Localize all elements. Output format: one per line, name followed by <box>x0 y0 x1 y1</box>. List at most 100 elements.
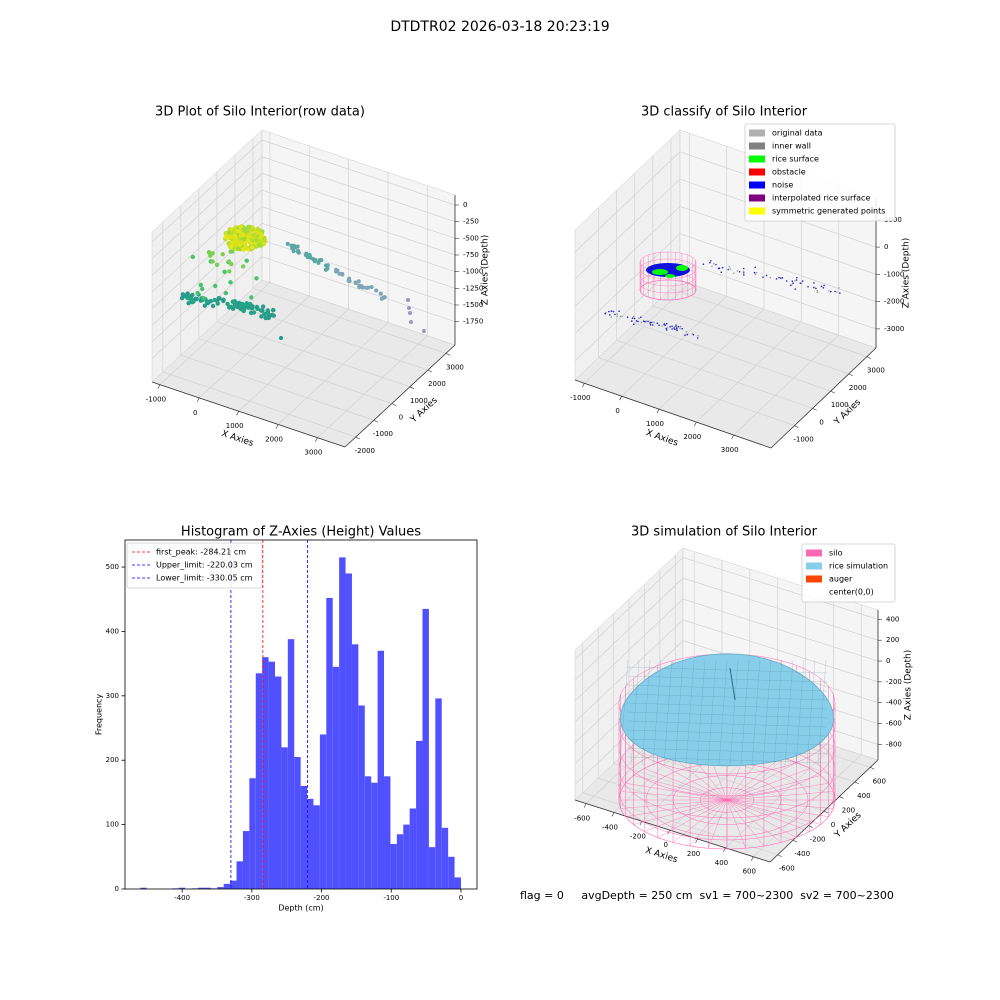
point <box>632 315 635 318</box>
legend-swatch <box>749 168 765 176</box>
z-grid-line <box>151 139 456 243</box>
x-axis <box>574 379 772 449</box>
point <box>229 234 235 239</box>
z-tick-label: -200 <box>886 678 902 686</box>
point <box>202 303 207 308</box>
point <box>374 288 379 293</box>
point <box>226 241 231 246</box>
point <box>673 327 675 329</box>
point <box>738 271 741 273</box>
y-tick-mark <box>870 767 875 770</box>
point <box>640 316 642 319</box>
point <box>631 317 634 319</box>
silo-wire <box>726 799 829 817</box>
point <box>227 269 232 274</box>
y-tick-label: 200 <box>106 756 119 764</box>
point <box>640 321 643 324</box>
point <box>194 296 199 302</box>
annotation: flag = 0 avgDepth = 250 cm sv1 = 700~230… <box>520 889 894 902</box>
point <box>720 271 723 274</box>
bar <box>178 887 186 889</box>
point <box>220 252 225 257</box>
point <box>635 320 638 322</box>
bar <box>351 644 359 889</box>
x-axis <box>151 381 346 448</box>
bar <box>230 880 237 889</box>
point <box>729 268 732 270</box>
x-grid-line <box>238 159 350 412</box>
point <box>677 325 680 328</box>
point <box>378 291 383 296</box>
point <box>204 299 210 304</box>
point <box>245 233 250 239</box>
rice-mesh <box>626 702 828 710</box>
point <box>778 276 780 279</box>
point <box>240 232 246 238</box>
legend-swatch <box>749 155 765 163</box>
bar <box>140 887 147 889</box>
point <box>225 301 230 307</box>
x-tick-label: -200 <box>630 832 646 840</box>
point <box>259 314 264 319</box>
z-tick-label: 200 <box>886 636 899 644</box>
x-tick-label: 1000 <box>226 422 244 430</box>
point <box>649 324 652 326</box>
point <box>669 326 671 328</box>
silo-wire <box>657 762 728 801</box>
y-tick-label: 2000 <box>849 384 867 392</box>
point <box>353 281 358 285</box>
point <box>200 286 205 292</box>
x-tick-label: 2000 <box>683 433 701 441</box>
y-axis <box>770 347 877 449</box>
z-tick-label: -1500 <box>463 301 483 309</box>
point <box>796 276 798 279</box>
point <box>679 325 682 328</box>
point <box>228 304 234 309</box>
point <box>718 267 721 270</box>
bar <box>377 650 385 889</box>
x-axis <box>574 799 771 863</box>
point <box>621 315 624 318</box>
legend-label: Upper_limit: -220.03 cm <box>156 561 253 570</box>
z-tick-label: -3000 <box>884 325 904 333</box>
legend-swatch <box>749 207 765 215</box>
point <box>697 335 699 337</box>
point <box>675 325 677 327</box>
x-tick-label: 0 <box>193 409 197 417</box>
bar <box>409 808 417 889</box>
point <box>238 242 243 247</box>
silo-wire <box>726 799 821 825</box>
point <box>642 320 645 323</box>
point <box>696 337 699 339</box>
rice-mesh <box>626 711 828 719</box>
point <box>702 263 705 266</box>
y-tick-label: 3000 <box>446 363 464 371</box>
point <box>709 262 711 264</box>
y-grid-line <box>613 613 809 826</box>
bar <box>242 831 250 889</box>
y-tick-label: 400 <box>857 792 870 800</box>
x-tick-label: 2000 <box>265 435 283 443</box>
point <box>255 306 260 311</box>
point <box>240 227 245 233</box>
point <box>676 328 678 330</box>
point <box>198 282 203 288</box>
point <box>250 227 255 232</box>
legend-swatch <box>749 129 765 137</box>
x-tick-mark <box>196 397 200 403</box>
chart-title: 3D Plot of Silo Interior(row data) <box>155 105 365 120</box>
bar <box>262 657 269 889</box>
point <box>210 259 215 264</box>
x-tick-label: -300 <box>244 894 260 902</box>
point <box>382 295 387 300</box>
point <box>265 308 270 313</box>
x-tick-label: -400 <box>602 823 618 831</box>
point <box>347 276 352 281</box>
z-tick-label: -1000 <box>884 270 904 278</box>
point <box>246 224 251 229</box>
bar <box>204 887 211 889</box>
point <box>242 242 247 248</box>
point <box>762 276 764 279</box>
auger <box>729 667 736 701</box>
point <box>608 314 611 316</box>
